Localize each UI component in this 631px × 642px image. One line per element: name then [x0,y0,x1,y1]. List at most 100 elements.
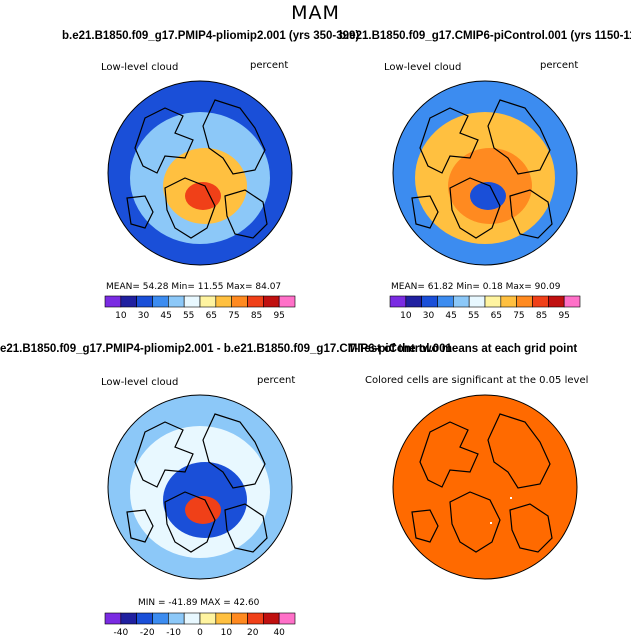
map-fill [108,395,292,579]
colorbar-swatch [453,295,470,308]
colorbar-tick-label: 45 [160,311,171,321]
colorbar-top-right: 10 30 45 55 65 75 85 95 [389,295,581,321]
coastline [164,177,216,239]
caption-top-right: b.e21.B1850.f09_g17.CMIP6-piControl.001 … [339,30,631,42]
colorbar-tick-label: -10 [166,628,181,638]
colorbar-swatch [278,612,296,625]
field-core [185,182,221,210]
map-boundary [392,394,578,580]
panel-br-left-label: Colored cells are significant at the 0.0… [365,375,589,386]
polar-map-top-right [392,80,578,266]
colorbar-swatch [532,295,549,308]
colorbar-swatch [263,612,280,625]
colorbar-swatch [168,295,185,308]
coastline [411,509,439,543]
map-boundary [107,80,293,266]
colorbar-tick-label: 40 [273,628,285,638]
colorbar-bottom-left: -40 -20 -10 0 10 20 40 [104,612,296,638]
coastline [224,503,268,553]
polar-map-top-left [107,80,293,266]
colorbar-tick-label: 75 [513,311,524,321]
colorbar-swatch [421,295,438,308]
coastline [509,189,553,239]
coastline [509,503,553,553]
coastline [202,413,266,489]
colorbar-swatch [516,295,533,308]
stats-top-left: MEAN= 54.28 Min= 11.55 Max= 84.07 [106,282,282,292]
colorbar-tick-label: 55 [468,311,479,321]
stats-bottom-left: MIN = -41.89 MAX = 42.60 [138,598,260,608]
coastline [224,189,268,239]
colorbar-swatch [120,295,137,308]
colorbar-swatch [231,295,248,308]
colorbar-tick-label: 75 [228,311,239,321]
colorbar-swatch [231,612,248,625]
map-fill [393,81,577,265]
coastline [411,195,439,229]
coastline [419,421,479,488]
colorbar-tick-label: 55 [183,311,194,321]
colorbar-swatch [484,295,502,308]
colorbar-swatch [247,295,264,308]
colorbar-swatch [247,612,264,625]
colorbar-swatch [136,295,153,308]
colorbar-swatch [183,295,201,308]
colorbar-swatch [199,612,217,625]
colorbar-tick-label: 10 [221,628,233,638]
colorbar-swatch [500,295,517,308]
figure-title: MAM [291,2,340,24]
coastline [449,177,501,239]
map-boundary [107,394,293,580]
coastline [487,413,551,489]
colorbar-swatch [278,295,296,308]
polar-map-bottom-right [392,394,578,580]
map-boundary [392,80,578,266]
panel-tr-right-label: percent [540,60,579,71]
colorbar-tick-label: 0 [197,628,203,638]
caption-bottom-left: e21.B1850.f09_g17.PMIP4-pliomip2.001 - b… [0,343,452,355]
coastline [134,421,194,488]
colorbar-swatch [468,295,486,308]
colorbar-swatch [152,612,169,625]
caption-bottom-right: T-Test of the two means at each grid poi… [348,343,578,355]
polar-map-bottom-left [107,394,293,580]
colorbar-top-left: 10 30 45 55 65 75 85 95 [104,295,296,321]
coastline [164,491,216,553]
panel-tr-left-label: Low-level cloud [384,62,462,73]
colorbar-swatch [136,612,153,625]
colorbar-tick-label: 65 [491,311,502,321]
panel-bl-right-label: percent [257,375,296,386]
colorbar-swatch [263,295,280,308]
stats-top-right: MEAN= 61.82 Min= 0.18 Max= 90.09 [391,282,561,292]
colorbar-swatch [215,295,232,308]
colorbar-tick-label: 30 [138,311,150,321]
panel-bl-left-label: Low-level cloud [101,377,179,388]
caption-top-left: b.e21.B1850.f09_g17.PMIP4-pliomip2.001 (… [62,30,360,42]
colorbar-tick-label: 65 [206,311,217,321]
colorbar-swatch [389,295,407,308]
significance-fill [393,395,577,579]
colorbar-tick-label: -20 [140,628,155,638]
colorbar-tick-label: -40 [113,628,128,638]
colorbar-tick-label: 95 [558,311,569,321]
colorbar-tick-label: 85 [251,311,262,321]
colorbar-tick-label: 10 [115,311,127,321]
coastline [487,99,551,175]
colorbar-swatch [120,612,137,625]
coastline [126,195,154,229]
field-core [470,182,506,210]
colorbar-swatch [183,612,201,625]
insignificant-cell [510,497,512,499]
coastline [449,491,501,553]
map-fill [108,81,292,265]
colorbar-swatch [215,612,232,625]
colorbar-tick-label: 20 [247,628,259,638]
panel-tl-left-label: Low-level cloud [101,62,179,73]
map-fill [393,395,577,579]
colorbar-swatch [548,295,565,308]
colorbar-tick-label: 85 [536,311,547,321]
coastline [126,509,154,543]
colorbar-swatch [104,295,122,308]
field-core [185,496,221,524]
coastline [419,107,479,174]
